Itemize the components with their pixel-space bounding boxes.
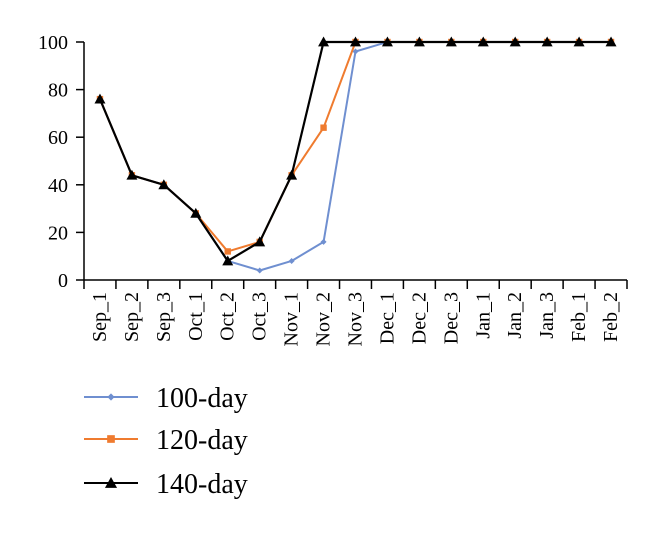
x-tick-label: Nov_1 xyxy=(281,292,303,346)
x-tick-label: Sep_2 xyxy=(121,292,143,342)
data-point xyxy=(254,236,266,247)
legend-label: 140-day xyxy=(156,469,248,500)
data-point xyxy=(413,36,425,47)
y-tick-label: 100 xyxy=(38,32,68,54)
data-point xyxy=(318,36,330,47)
legend-marker xyxy=(107,435,115,443)
legend-label: 120-day xyxy=(156,425,248,456)
data-point xyxy=(573,36,585,47)
data-point xyxy=(541,36,553,47)
y-tick-label: 40 xyxy=(48,175,68,197)
series-line xyxy=(98,40,612,263)
data-point xyxy=(190,207,202,218)
series-line xyxy=(99,41,612,272)
data-point xyxy=(222,255,234,266)
x-tick-label: Feb_1 xyxy=(568,292,590,342)
y-tick-label: 20 xyxy=(48,222,68,244)
series-line xyxy=(99,41,612,253)
data-point xyxy=(320,124,327,131)
x-axis-ticks: Sep_1 Sep_2 Sep_3 Oct_1 Oct_2 Oct_3 Nov_1 Nov_2… xyxy=(83,280,628,346)
x-tick-label: Jan_3 xyxy=(536,292,558,339)
data-point xyxy=(352,48,359,55)
legend-label: 100-day xyxy=(156,383,248,414)
x-tick-label: Jan_2 xyxy=(504,292,526,339)
x-tick-label: Dec_2 xyxy=(408,292,430,344)
data-point xyxy=(605,36,617,47)
legend-item: 120-day xyxy=(84,425,248,456)
data-point xyxy=(256,267,263,274)
data-point xyxy=(350,36,361,47)
legend-marker xyxy=(107,393,115,401)
data-point xyxy=(288,257,295,264)
y-axis-ticks: 0 20 40 60 80 100 xyxy=(38,32,84,292)
x-tick-label: Nov_3 xyxy=(345,292,367,346)
data-point xyxy=(477,36,489,47)
y-tick-label: 80 xyxy=(48,80,68,102)
series-100-day xyxy=(96,39,615,274)
legend-item: 100-day xyxy=(84,383,248,414)
data-point xyxy=(320,238,327,245)
chart-series xyxy=(94,36,617,274)
y-tick-label: 0 xyxy=(58,270,68,292)
data-point xyxy=(224,248,231,255)
series-140-day xyxy=(94,36,617,266)
y-tick-label: 60 xyxy=(48,127,68,149)
data-point xyxy=(445,36,457,47)
data-point xyxy=(94,93,106,104)
chart-axes xyxy=(83,42,627,281)
legend-item: 140-day xyxy=(84,469,248,500)
data-point xyxy=(509,36,521,47)
legend-marker xyxy=(104,476,118,488)
x-tick-label: Sep_3 xyxy=(153,292,175,342)
x-tick-label: Dec_3 xyxy=(440,292,462,344)
data-point xyxy=(286,169,298,180)
x-tick-label: Sep_1 xyxy=(89,292,111,342)
x-tick-label: Oct_1 xyxy=(185,292,207,341)
x-tick-label: Jan_1 xyxy=(472,292,494,339)
data-point xyxy=(381,36,393,47)
x-tick-label: Nov_2 xyxy=(313,292,335,346)
series-120-day xyxy=(96,38,615,255)
chart-legend: 100-day 120-day 140-day xyxy=(84,383,248,500)
data-point xyxy=(126,169,138,180)
x-tick-label: Oct_2 xyxy=(217,292,239,341)
x-tick-label: Dec_1 xyxy=(376,292,398,344)
x-tick-label: Oct_3 xyxy=(249,292,271,341)
x-tick-label: Feb_2 xyxy=(600,292,622,342)
data-point xyxy=(158,179,170,190)
